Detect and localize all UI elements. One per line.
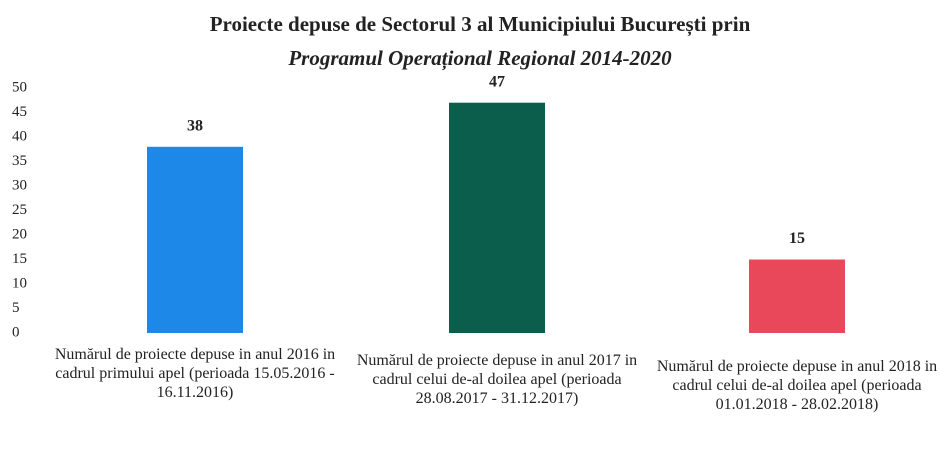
chart-title: Proiecte depuse de Sectorul 3 al Municip… xyxy=(210,12,751,37)
y-tick-label: 5 xyxy=(12,300,20,316)
y-tick-label: 10 xyxy=(12,275,27,291)
x-tick-label: Numărul de proiecte depuse in anul 2017 … xyxy=(356,352,638,407)
x-tick-label: Numărul de proiecte depuse in anul 2016 … xyxy=(54,346,336,401)
y-tick-label: 45 xyxy=(12,104,27,120)
x-tick-label: Numărul de proiecte depuse in anul 2018 … xyxy=(656,358,938,413)
bar xyxy=(749,259,845,333)
value-label: 15 xyxy=(789,230,805,247)
y-tick-label: 15 xyxy=(12,251,27,267)
bar xyxy=(147,146,243,333)
y-tick-label: 25 xyxy=(12,202,27,218)
value-label: 38 xyxy=(187,117,203,134)
y-tick-label: 30 xyxy=(12,177,27,193)
y-tick-label: 40 xyxy=(12,128,27,144)
value-label: 47 xyxy=(489,73,505,90)
bar xyxy=(449,102,545,333)
y-tick-label: 0 xyxy=(12,324,20,340)
y-tick-label: 50 xyxy=(12,79,27,95)
y-tick-label: 35 xyxy=(12,153,27,169)
chart-subtitle: Programul Operațional Regional 2014-2020 xyxy=(287,46,672,71)
y-tick-label: 20 xyxy=(12,226,27,242)
